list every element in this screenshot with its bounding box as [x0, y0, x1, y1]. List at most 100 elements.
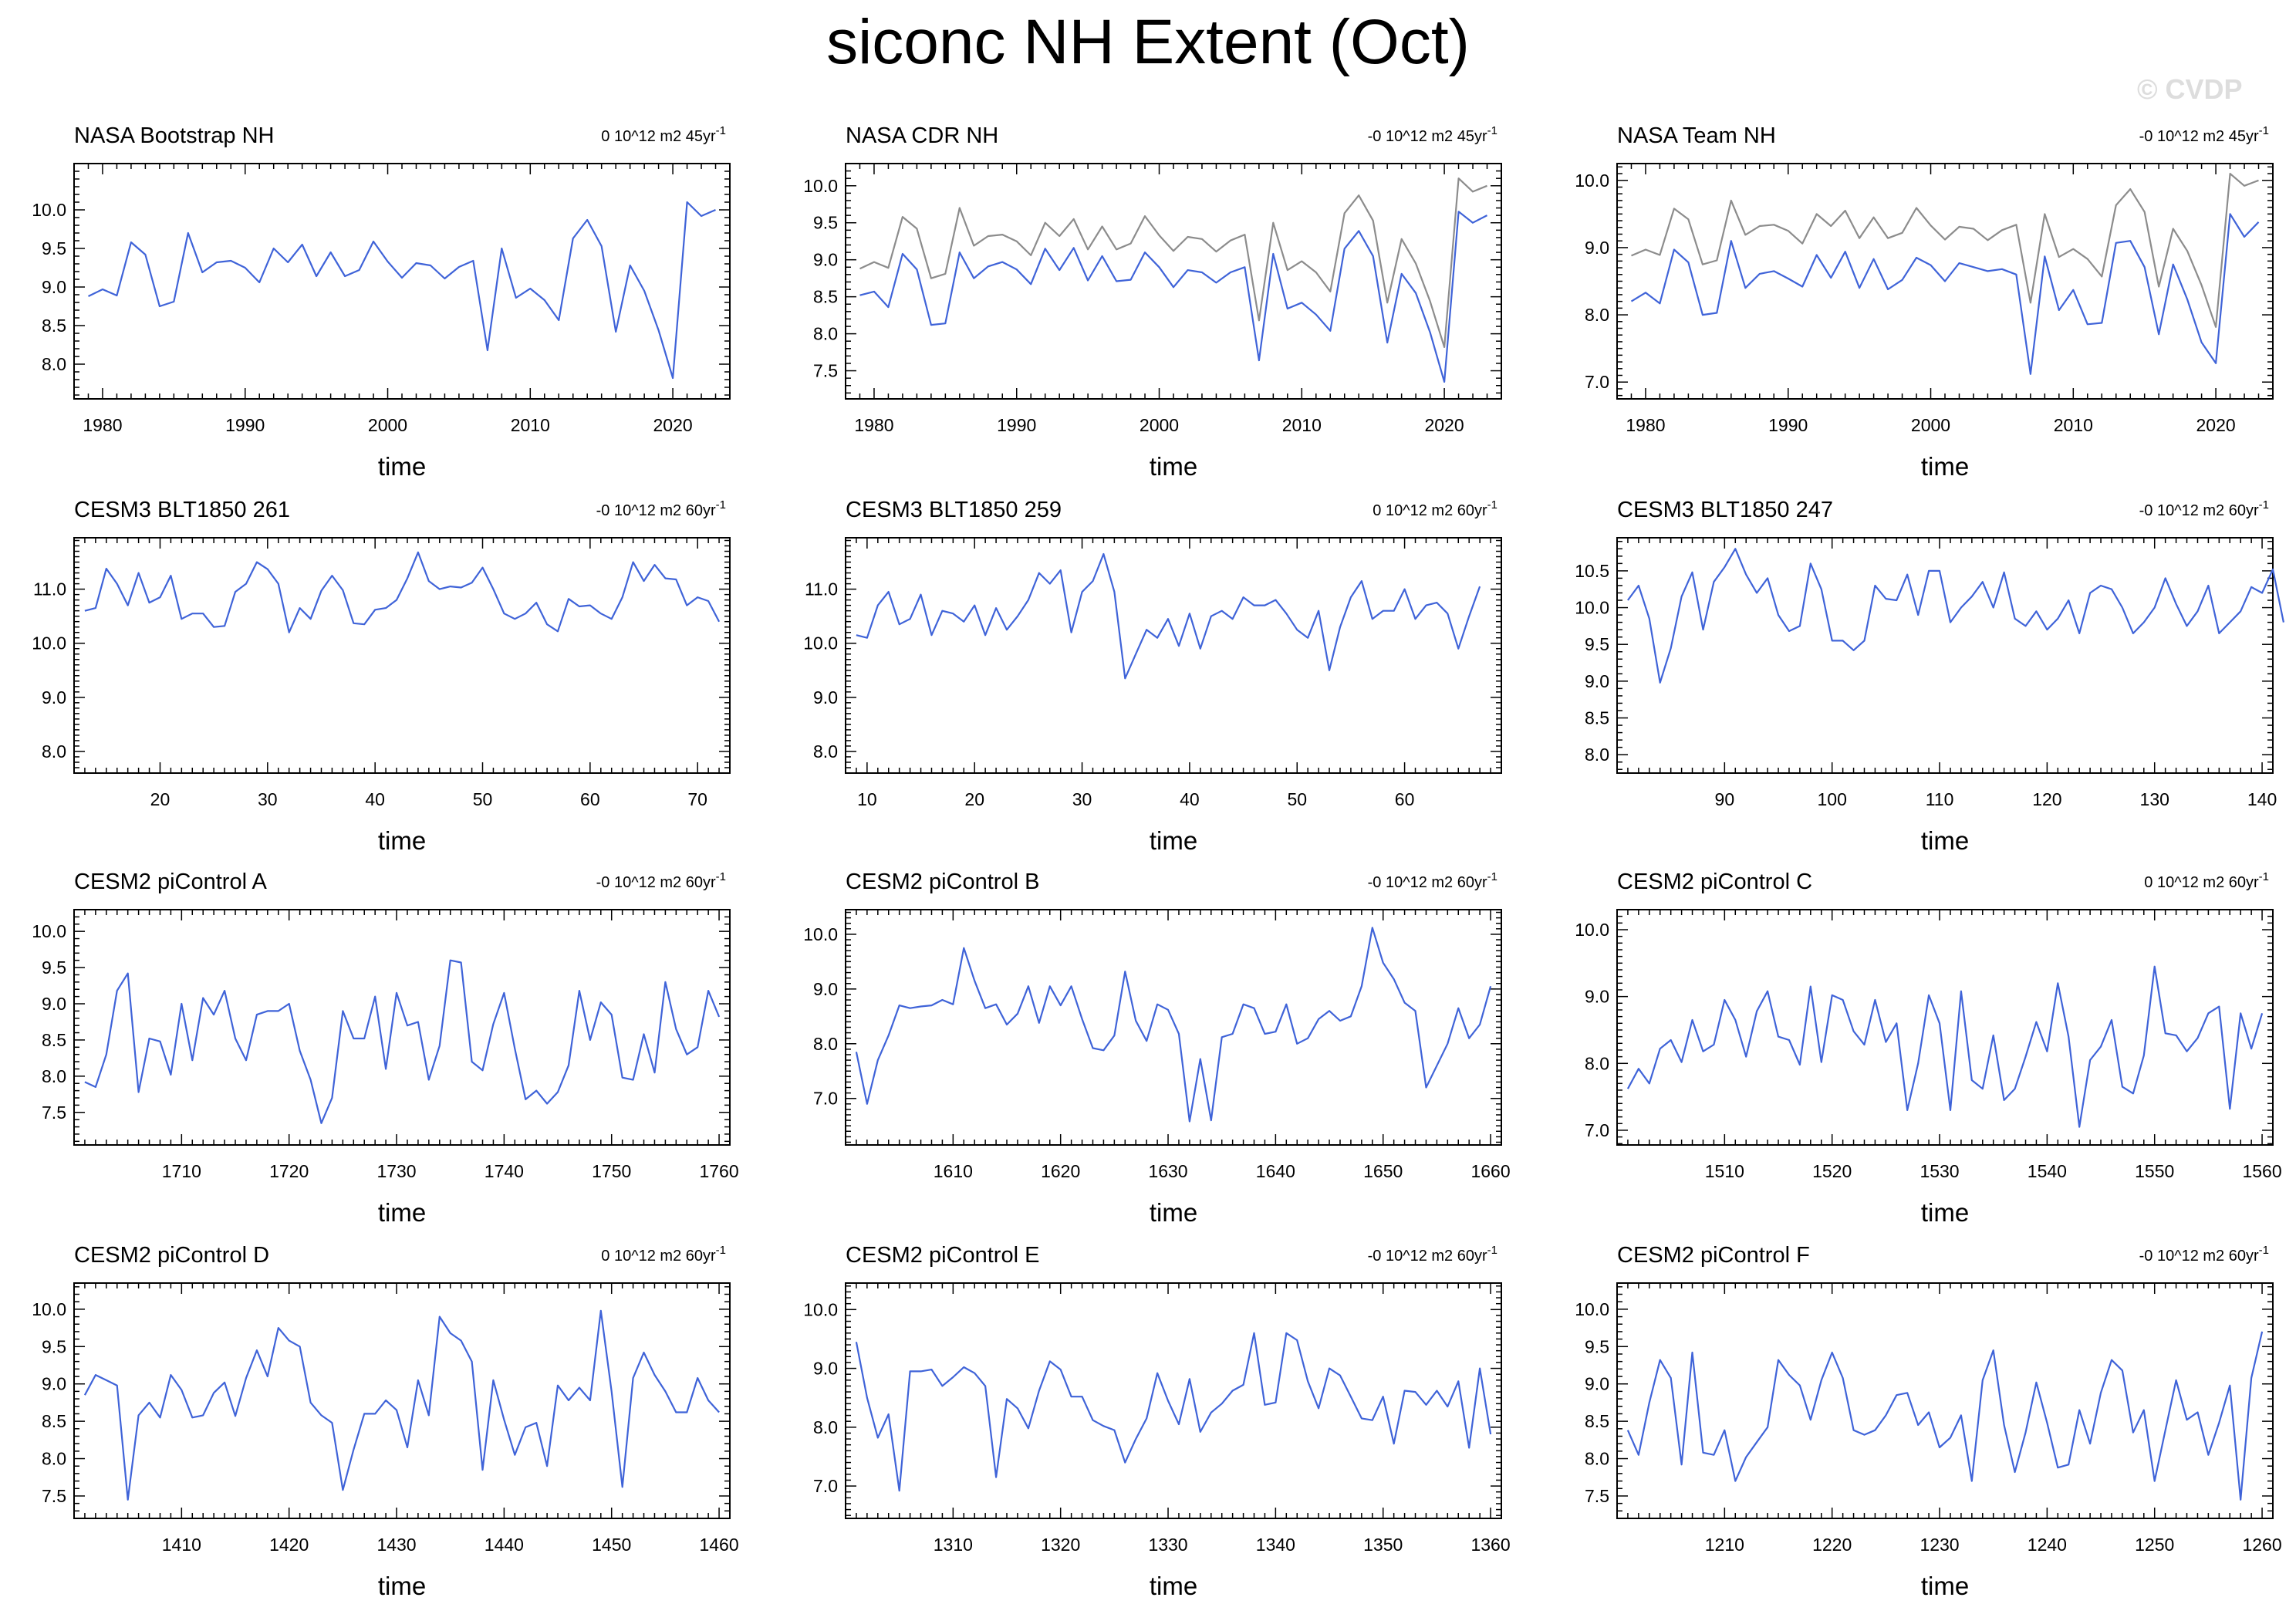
x-axis-label: time — [1921, 826, 1969, 855]
series-line-main — [859, 211, 1488, 383]
series-line-reference — [1631, 173, 2259, 328]
y-tick-label: 8.0 — [42, 741, 66, 762]
panel-trend-label: -0 10^12 m2 60yr-1 — [596, 498, 726, 519]
x-tick-label: 1630 — [1148, 1161, 1187, 1181]
x-axis-label: time — [378, 452, 426, 481]
chart-panel: CESM3 BLT1850 261 -0 10^12 m2 60yr-1 20 30 4… — [32, 498, 731, 855]
x-tick-label: 1560 — [2242, 1161, 2281, 1181]
y-tick-label: 7.0 — [813, 1089, 838, 1109]
plot-frame — [845, 909, 1502, 1146]
y-tick-label: 9.0 — [813, 250, 838, 270]
x-tick-label: 1990 — [1768, 415, 1808, 435]
y-tick-label: 9.0 — [813, 1359, 838, 1379]
y-tick-label: 8.5 — [42, 316, 66, 336]
chart-panel: CESM2 piControl B -0 10^12 m2 60yr-1 1610 1… — [803, 870, 1510, 1227]
y-tick-label: 8.0 — [1585, 1053, 1609, 1073]
x-tick-label: 2000 — [1140, 415, 1179, 435]
x-tick-label: 90 — [1715, 789, 1735, 809]
x-tick-label: 2020 — [2196, 415, 2236, 435]
x-tick-label: 20 — [964, 789, 984, 809]
x-tick-label: 1410 — [162, 1535, 201, 1555]
series-line-main — [1630, 213, 2260, 375]
series-line-main — [88, 201, 716, 380]
y-tick-label: 7.0 — [813, 1476, 838, 1496]
trend-superscript: -1 — [2259, 124, 2269, 137]
plot-frame — [845, 163, 1502, 400]
series-line-main — [855, 927, 1492, 1123]
panel-trend-label: -0 10^12 m2 60yr-1 — [2139, 498, 2269, 519]
panel-title: CESM2 piControl D — [74, 1243, 269, 1268]
x-tick-label: 50 — [473, 789, 493, 809]
x-tick-label: 1710 — [162, 1161, 201, 1181]
x-tick-label: 1230 — [1920, 1535, 1959, 1555]
trend-superscript: -1 — [1487, 498, 1497, 512]
y-tick-label: 10.0 — [32, 200, 66, 220]
chart-panel: CESM3 BLT1850 259 0 10^12 m2 60yr-1 10 20 30… — [803, 498, 1502, 855]
series-line-reference — [859, 177, 1487, 348]
y-tick-label: 8.5 — [42, 1030, 66, 1050]
y-tick-label: 9.0 — [1585, 987, 1609, 1007]
y-tick-label: 9.5 — [1585, 634, 1609, 654]
plot-frame — [73, 163, 731, 400]
panel-trend-label: 0 10^12 m2 60yr-1 — [601, 1244, 726, 1265]
chart-panel: CESM3 BLT1850 247 -0 10^12 m2 60yr-1 90 100… — [1575, 498, 2284, 855]
y-tick-label: 9.0 — [813, 979, 838, 999]
y-tick-label: 8.0 — [813, 741, 838, 762]
x-axis-label: time — [378, 1198, 426, 1227]
x-axis-label: time — [1150, 1198, 1197, 1227]
y-tick-label: 9.0 — [42, 1374, 66, 1394]
y-tick-label: 7.5 — [42, 1103, 66, 1123]
chart-panel: CESM2 piControl A -0 10^12 m2 60yr-1 1710 1… — [32, 870, 738, 1227]
x-tick-label: 70 — [687, 789, 707, 809]
panel-title: CESM3 BLT1850 247 — [1617, 498, 1833, 522]
x-tick-label: 2010 — [511, 415, 550, 435]
figure-title: siconc NH Extent (Oct) — [826, 7, 1470, 77]
x-tick-label: 2000 — [1911, 415, 1950, 435]
x-tick-label: 1330 — [1148, 1535, 1187, 1555]
y-tick-label: 9.5 — [42, 1336, 66, 1356]
x-tick-label: 2010 — [2054, 415, 2093, 435]
y-tick-label: 10.0 — [32, 633, 66, 653]
y-tick-label: 10.0 — [803, 924, 838, 944]
cvdp-watermark: © CVDP — [2137, 73, 2243, 105]
x-tick-label: 60 — [1395, 789, 1415, 809]
y-tick-label: 7.5 — [1585, 1486, 1609, 1506]
x-tick-label: 1240 — [2028, 1535, 2067, 1555]
x-tick-label: 2020 — [653, 415, 693, 435]
y-tick-label: 8.0 — [42, 1066, 66, 1086]
y-tick-label: 8.0 — [813, 324, 838, 344]
x-tick-label: 1530 — [1920, 1161, 1959, 1181]
y-tick-label: 9.0 — [1585, 238, 1609, 258]
y-tick-label: 11.0 — [33, 579, 66, 599]
y-tick-label: 7.0 — [1585, 1120, 1609, 1140]
x-axis-label: time — [1150, 826, 1197, 855]
series-line-main — [83, 1309, 720, 1501]
panel-title: CESM2 piControl A — [74, 870, 267, 894]
y-tick-label: 9.5 — [1585, 1336, 1609, 1356]
y-tick-label: 10.0 — [803, 1299, 838, 1319]
x-tick-label: 1440 — [485, 1535, 524, 1555]
y-tick-label: 8.0 — [813, 1417, 838, 1437]
x-axis-label: time — [378, 826, 426, 855]
x-axis-label: time — [1921, 452, 1969, 481]
x-tick-label: 140 — [2247, 789, 2277, 809]
panel-title: CESM2 piControl B — [846, 870, 1039, 894]
y-tick-label: 8.0 — [42, 1449, 66, 1469]
trend-superscript: -1 — [2259, 498, 2269, 512]
plot-frame — [73, 537, 731, 774]
x-tick-label: 1980 — [854, 415, 893, 435]
x-tick-label: 120 — [2032, 789, 2061, 809]
plot-frame — [1616, 909, 2274, 1146]
y-tick-label: 8.0 — [1585, 745, 1609, 765]
panel-trend-label: -0 10^12 m2 45yr-1 — [2139, 124, 2269, 145]
x-tick-label: 1610 — [934, 1161, 973, 1181]
panel-title: NASA Bootstrap NH — [74, 123, 275, 148]
panel-trend-label: 0 10^12 m2 60yr-1 — [1373, 498, 1497, 519]
x-tick-label: 1460 — [699, 1535, 738, 1555]
x-tick-label: 2020 — [1425, 415, 1464, 435]
x-axis-label: time — [378, 1572, 426, 1600]
y-tick-label: 7.5 — [42, 1486, 66, 1506]
x-tick-label: 2000 — [368, 415, 407, 435]
x-tick-label: 1340 — [1256, 1535, 1295, 1555]
x-tick-label: 1990 — [225, 415, 265, 435]
